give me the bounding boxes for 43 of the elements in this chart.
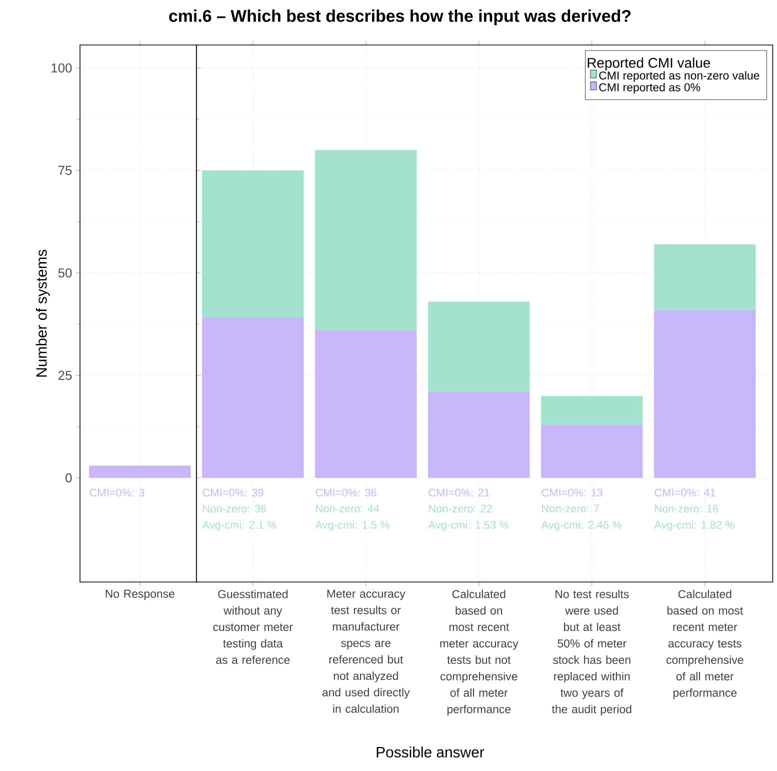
data-label: CMI=0%: 13 xyxy=(542,488,602,496)
x-axis-title: Possible answer xyxy=(376,746,484,758)
annotation: Non-zero: 7 xyxy=(542,504,599,512)
x-tick-label: No Response xyxy=(106,590,174,600)
data-label: CMI=0%: 3 xyxy=(90,488,144,496)
annotation: Avg-cmi: 1.5 % xyxy=(315,520,390,531)
y-tick-label: 75 xyxy=(58,166,72,175)
y-axis-title: Number of systems xyxy=(36,250,50,377)
bar xyxy=(202,170,304,318)
bar xyxy=(541,424,643,478)
y-tick-label: 50 xyxy=(58,268,72,278)
bar xyxy=(654,244,756,310)
y-tick-label: 100 xyxy=(52,63,72,73)
data-label: CMI=0%: 36 xyxy=(316,488,376,496)
chart-title: cmi.6 – Which best describes how the input was derived? xyxy=(169,10,631,26)
x-tick-label: Guesstimated without any customer meter testing data as a reference xyxy=(213,590,293,664)
x-tick-label: No test results were used but at least 50% of meter stock has been replaced within two years of the audit period xyxy=(552,590,632,716)
legend-label: CMI reported as non-zero value xyxy=(599,71,760,82)
data-label: CMI=0%: 41 xyxy=(654,488,716,496)
bar xyxy=(654,310,756,478)
x-tick-label: Calculated based on most recent meter accuracy tests comprehensive of all meter performance xyxy=(666,590,744,700)
bar xyxy=(428,392,530,478)
x-tick-label: Calculated based on most recent meter accuracy tests but not comprehensive of all meter performance xyxy=(440,590,518,716)
bar xyxy=(541,396,643,425)
annotation: Avg-cmi: 1.82 % xyxy=(654,520,734,531)
annotation: Non-zero: 16 xyxy=(655,504,718,512)
bar xyxy=(202,318,304,478)
x-tick-label: Meter accuracy test results or manufacturer specs are referenced but not analyzed and used directly in calculation xyxy=(322,590,410,713)
annotation: Avg-cmi: 2.46 % xyxy=(541,520,622,531)
annotation: Non-zero: 22 xyxy=(429,504,492,512)
data-label: CMI=0%: 39 xyxy=(202,488,264,496)
annotation: Avg-cmi: 1.53 % xyxy=(428,520,508,531)
annotation: Non-zero: 36 xyxy=(203,504,266,512)
y-tick-label: 0 xyxy=(66,473,72,482)
legend-title: Reported CMI value xyxy=(588,58,710,71)
y-tick-label: 25 xyxy=(58,370,72,380)
legend-label: CMI reported as 0% xyxy=(599,82,700,94)
annotation: Avg-cmi: 2.1 % xyxy=(202,520,276,531)
data-label: CMI=0%: 21 xyxy=(428,488,490,496)
annotation: Non-zero: 44 xyxy=(316,504,380,512)
bar xyxy=(428,302,530,392)
bar xyxy=(315,330,417,478)
bar xyxy=(315,150,417,330)
